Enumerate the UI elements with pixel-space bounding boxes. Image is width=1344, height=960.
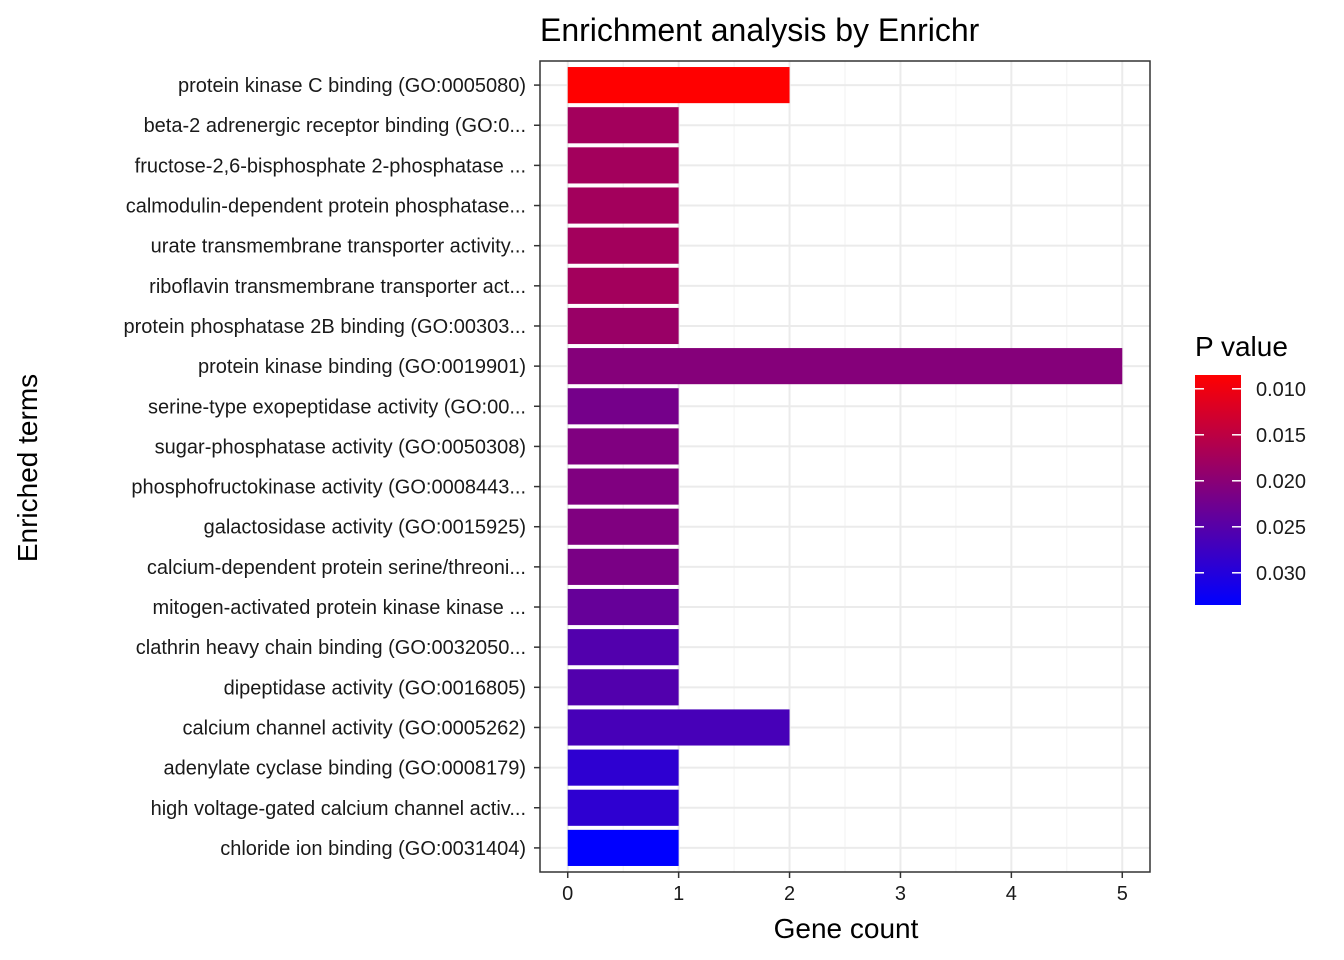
y-tick-label: urate transmembrane transporter activity…: [151, 236, 526, 258]
y-tick-label: sugar-phosphatase activity (GO:0050308): [155, 436, 526, 458]
x-tick-label: 5: [1117, 883, 1128, 905]
y-tick-label: phosphofructokinase activity (GO:0008443…: [131, 477, 526, 499]
x-tick-label: 1: [673, 883, 684, 905]
legend-title: P value: [1195, 331, 1288, 362]
x-tick-label: 0: [562, 883, 573, 905]
y-tick-label: protein phosphatase 2B binding (GO:00303…: [124, 316, 527, 338]
y-tick-label: calcium-dependent protein serine/threoni…: [147, 557, 526, 579]
bar: [567, 669, 679, 706]
bar: [567, 428, 679, 465]
bar: [567, 548, 679, 585]
y-tick-label: serine-type exopeptidase activity (GO:00…: [148, 396, 526, 418]
chart-title: Enrichment analysis by Enrichr: [540, 12, 980, 48]
y-tick-label: clathrin heavy chain binding (GO:0032050…: [136, 637, 526, 659]
legend-tick-label: 0.015: [1256, 425, 1306, 447]
y-tick-label: galactosidase activity (GO:0015925): [204, 517, 526, 539]
bar: [567, 227, 679, 264]
y-tick-label: adenylate cyclase binding (GO:0008179): [164, 758, 526, 780]
panel-border: [539, 60, 1151, 873]
bar: [567, 388, 679, 425]
x-axis-title: Gene count: [774, 913, 919, 944]
y-tick-label: fructose-2,6-bisphosphate 2-phosphatase …: [135, 155, 526, 177]
y-tick-label: beta-2 adrenergic receptor binding (GO:0…: [144, 115, 526, 137]
bar: [567, 67, 790, 104]
bar: [567, 588, 679, 626]
plot-area: protein kinase C binding (GO:0005080) bet…: [124, 60, 1151, 905]
legend: P value 0.010 0.015 0.020 0.025 0.030: [1195, 331, 1306, 605]
bar: [567, 508, 679, 545]
legend-tick-label: 0.025: [1256, 517, 1306, 539]
x-tick-label: 4: [1006, 883, 1017, 905]
y-tick-label: riboflavin transmembrane transporter act…: [149, 276, 526, 298]
legend-colorbar: [1195, 375, 1241, 605]
y-tick-label: dipeptidase activity (GO:0016805): [224, 677, 526, 699]
y-tick-label: mitogen-activated protein kinase kinase …: [152, 597, 526, 619]
legend-tick-label: 0.010: [1256, 379, 1306, 401]
bar: [567, 107, 679, 144]
bar: [567, 307, 679, 345]
y-tick-label: high voltage-gated calcium channel activ…: [151, 798, 526, 820]
bar: [567, 468, 679, 505]
y-tick-label: protein kinase C binding (GO:0005080): [178, 75, 526, 97]
bar: [567, 147, 679, 184]
bar: [567, 789, 679, 826]
legend-tick-label: 0.030: [1256, 563, 1306, 585]
bar: [567, 829, 679, 866]
y-tick-label: protein kinase binding (GO:0019901): [198, 356, 526, 378]
y-tick-label: calmodulin-dependent protein phosphatase…: [126, 196, 526, 218]
bar: [567, 267, 679, 304]
bar: [567, 749, 679, 786]
bar: [567, 348, 1123, 385]
y-tick-label: calcium channel activity (GO:0005262): [183, 717, 527, 739]
y-axis-title: Enriched terms: [12, 374, 43, 562]
bar: [567, 709, 790, 746]
x-tick-label: 3: [895, 883, 906, 905]
bar: [567, 629, 679, 666]
x-tick-label: 2: [784, 883, 795, 905]
y-tick-label: chloride ion binding (GO:0031404): [220, 838, 526, 860]
bar: [567, 187, 679, 224]
legend-tick-label: 0.020: [1256, 471, 1306, 493]
